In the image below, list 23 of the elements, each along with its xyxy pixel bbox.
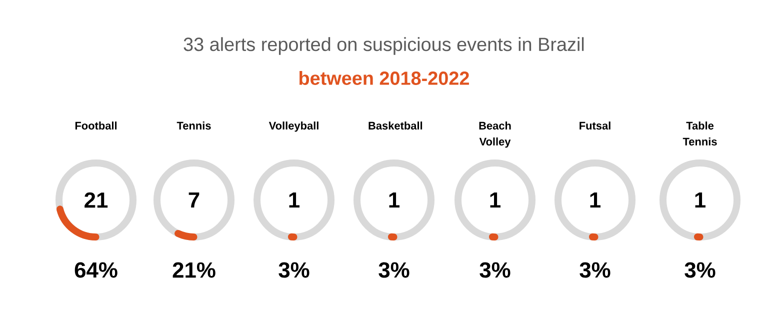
text: 3% xyxy=(378,262,410,278)
data-label: 1 xyxy=(695,192,706,208)
text: between 2018-2022 xyxy=(299,71,469,85)
data-label: 21 xyxy=(84,192,108,208)
text: 3% xyxy=(684,262,716,278)
category-label: Table Tennis xyxy=(682,122,717,146)
category-label: Tennis xyxy=(176,122,211,130)
data-label: 1 xyxy=(490,192,500,208)
data-label: 1 xyxy=(590,192,600,208)
category-label: Beach Volley xyxy=(479,122,511,148)
category-label: Futsal xyxy=(580,122,610,130)
text: 21% xyxy=(172,262,216,278)
text: 64% xyxy=(74,262,118,278)
data-label: 1 xyxy=(389,192,400,208)
category-label: Football xyxy=(75,122,117,130)
text: 3% xyxy=(278,262,310,278)
data-label: 1 xyxy=(289,192,300,208)
data-label: 7 xyxy=(188,192,200,208)
text: 3% xyxy=(480,262,510,278)
category-label: Volleyball xyxy=(268,122,318,132)
category-label: Basketball xyxy=(368,122,422,130)
text: 33 alerts reported on suspicious events in Brazil xyxy=(184,37,584,55)
text: 3% xyxy=(580,262,610,278)
